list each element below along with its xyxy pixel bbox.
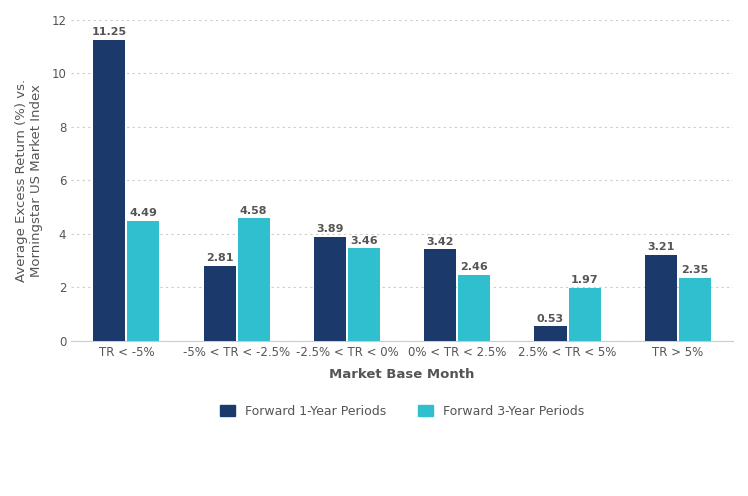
Y-axis label: Average Excess Return (%) vs.
Morningstar US Market Index: Average Excess Return (%) vs. Morningsta… (15, 79, 43, 282)
X-axis label: Market Base Month: Market Base Month (329, 368, 475, 380)
Bar (94, 40, 126, 341)
Text: 4.58: 4.58 (240, 205, 268, 216)
Bar (314, 237, 346, 341)
Bar (238, 218, 270, 341)
Text: 3.46: 3.46 (350, 236, 378, 246)
Text: 0.53: 0.53 (537, 314, 564, 324)
Text: 2.46: 2.46 (461, 262, 488, 272)
Text: 1.97: 1.97 (571, 275, 598, 285)
Bar (203, 265, 236, 341)
Bar (568, 288, 601, 341)
Text: 3.21: 3.21 (647, 242, 675, 252)
Text: 2.35: 2.35 (681, 265, 708, 275)
Text: 3.42: 3.42 (426, 237, 454, 247)
Bar (424, 249, 456, 341)
Bar (679, 278, 711, 341)
Bar (645, 255, 677, 341)
Bar (459, 275, 491, 341)
Text: 11.25: 11.25 (92, 27, 127, 37)
Text: 2.81: 2.81 (206, 253, 233, 263)
Text: 4.49: 4.49 (129, 208, 157, 218)
Legend: Forward 1-Year Periods, Forward 3-Year Periods: Forward 1-Year Periods, Forward 3-Year P… (214, 399, 590, 424)
Bar (348, 248, 380, 341)
Text: 3.89: 3.89 (316, 224, 343, 234)
Bar (127, 221, 159, 341)
Bar (535, 326, 566, 341)
